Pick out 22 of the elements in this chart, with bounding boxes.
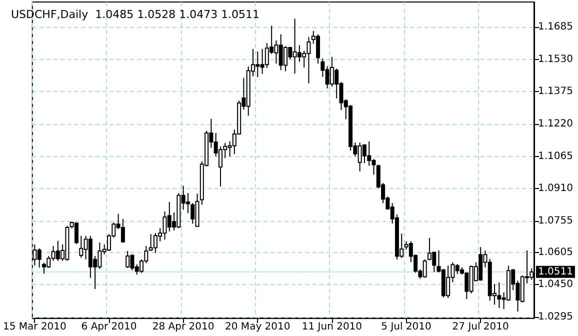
y-tick-label: 1.1530	[538, 54, 573, 65]
y-tick-label: 1.0605	[538, 246, 573, 258]
x-tick-label: 11 Jun 2010	[302, 322, 362, 332]
candlestick	[186, 192, 190, 214]
y-tick-label: 1.1685	[538, 22, 573, 33]
ref-line-label: 1.0511	[538, 266, 573, 278]
y-tick-label: 1.0295	[538, 311, 573, 322]
x-tick-label: 5 Jul 2010	[381, 322, 432, 332]
x-tick-label: 15 Mar 2010	[2, 322, 66, 332]
y-tick-label: 1.0450	[538, 279, 573, 290]
y-tick-label: 1.0910	[538, 183, 573, 194]
x-tick-label: 20 May 2010	[225, 322, 290, 332]
text: USDCHF,Daily 1.0485 1.0528 1.0473 1.0511	[11, 8, 260, 21]
candlestick	[120, 218, 125, 243]
candlestick	[126, 250, 130, 268]
y-tick-label: 1.1375	[538, 86, 573, 98]
y-tick-label: 1.1065	[538, 150, 573, 162]
x-tick-label: 27 Jul 2010	[452, 322, 509, 332]
x-tick-label: 6 Apr 2010	[81, 322, 137, 332]
x-tick-label: 28 Apr 2010	[152, 322, 214, 332]
y-tick-label: 1.0755	[538, 216, 573, 227]
y-tick-label: 1.1220	[538, 118, 573, 130]
